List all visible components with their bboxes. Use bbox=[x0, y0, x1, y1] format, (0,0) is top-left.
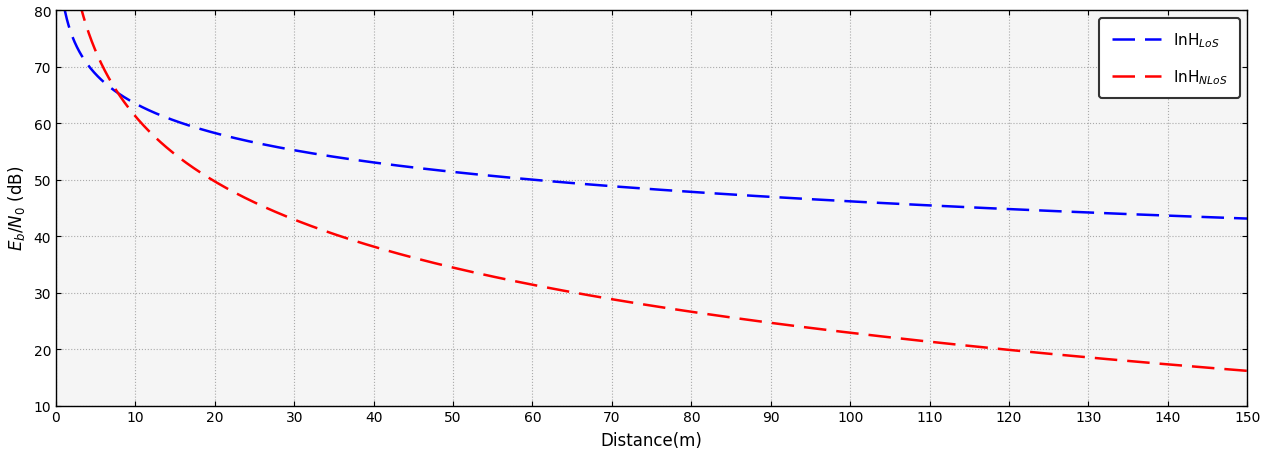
Legend: InH$_{LoS}$, InH$_{NLoS}$: InH$_{LoS}$, InH$_{NLoS}$ bbox=[1099, 19, 1239, 99]
InH$_{LoS}$ bbox=[987, 206, 1003, 212]
InH$_{LoS}$ bbox=[116, 95, 132, 101]
InH$_{LoS}$ bbox=[600, 184, 615, 189]
InH$_{NLoS}$ bbox=[987, 346, 1003, 352]
InH$_{NLoS}$ bbox=[1239, 368, 1255, 374]
InH$_{LoS}$ bbox=[56, 4, 71, 10]
InH$_{NLoS}$ bbox=[116, 100, 132, 106]
Line: InH$_{NLoS}$: InH$_{NLoS}$ bbox=[63, 0, 1247, 371]
InH$_{LoS}$ bbox=[1205, 215, 1220, 221]
InH$_{LoS}$ bbox=[1205, 215, 1220, 221]
InH$_{LoS}$ bbox=[632, 186, 647, 192]
X-axis label: Distance(m): Distance(m) bbox=[600, 431, 703, 450]
Y-axis label: $E_b/N_0$ (dB): $E_b/N_0$ (dB) bbox=[5, 166, 27, 251]
InH$_{LoS}$ bbox=[1239, 217, 1255, 222]
InH$_{NLoS}$ bbox=[1205, 365, 1220, 371]
Line: InH$_{LoS}$: InH$_{LoS}$ bbox=[63, 7, 1247, 219]
InH$_{NLoS}$ bbox=[1205, 365, 1220, 371]
InH$_{NLoS}$ bbox=[632, 301, 647, 307]
InH$_{NLoS}$ bbox=[600, 296, 615, 302]
